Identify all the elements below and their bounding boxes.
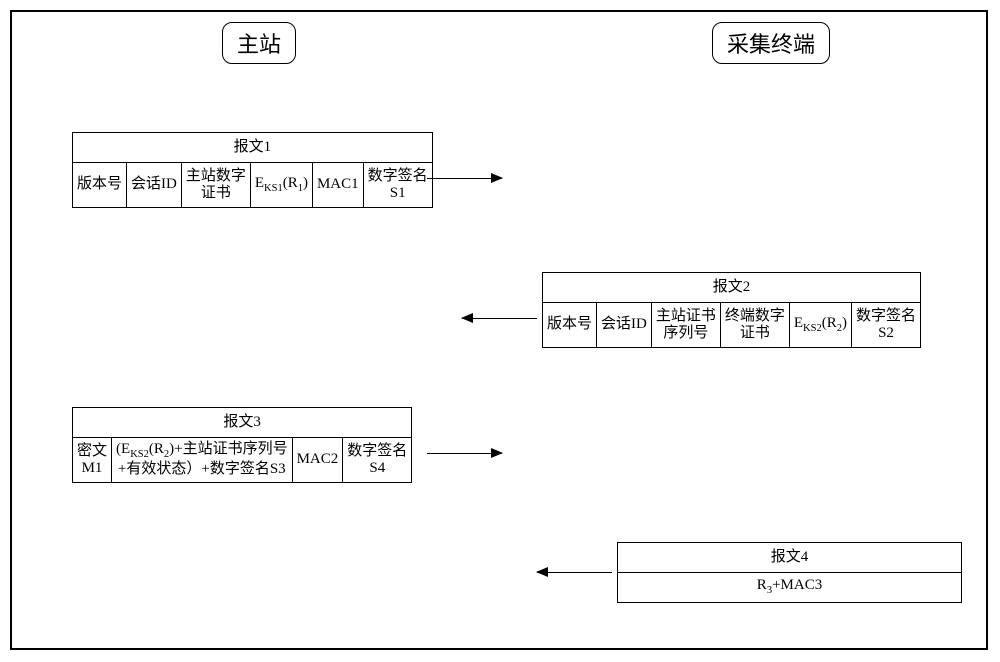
msg4-cell-body: R3+MAC3 [618,573,962,603]
endpoint-terminal: 采集终端 [712,22,830,64]
message-1-title: 报文1 [73,133,433,163]
message-4-title: 报文4 [618,543,962,573]
msg3-cell-body: (EKS2(R2)+主站证书序列号+有效状态）+数字签名S3 [112,438,293,483]
msg2-cell-session: 会话ID [597,303,652,348]
msg3-cell-sig: 数字签名S4 [343,438,412,483]
endpoint-master-label: 主站 [237,32,281,57]
arrow-4 [537,572,612,573]
msg1-cell-cert: 主站数字证书 [181,163,250,208]
arrow-1 [427,178,502,179]
message-3-table: 报文3 密文M1 (EKS2(R2)+主站证书序列号+有效状态）+数字签名S3 … [72,407,412,483]
message-2-title: 报文2 [543,273,921,303]
diagram-frame: 主站 采集终端 报文1 版本号 会话ID 主站数字证书 EKS1(R1) MAC… [10,10,988,650]
msg2-cell-termcert: 终端数字证书 [720,303,789,348]
message-2-table: 报文2 版本号 会话ID 主站证书序列号 终端数字证书 EKS2(R2) 数字签… [542,272,921,348]
msg1-cell-version: 版本号 [73,163,127,208]
msg1-cell-eks1: EKS1(R1) [250,163,312,208]
msg3-cell-cipher: 密文M1 [73,438,112,483]
message-3-title: 报文3 [73,408,412,438]
arrow-2 [462,318,537,319]
msg2-cell-eks2: EKS2(R2) [789,303,851,348]
msg2-cell-version: 版本号 [543,303,597,348]
endpoint-terminal-label: 采集终端 [727,32,815,57]
msg1-cell-session: 会话ID [127,163,182,208]
msg1-cell-mac1: MAC1 [312,163,363,208]
msg2-cell-certserial: 主站证书序列号 [651,303,720,348]
msg2-cell-sig: 数字签名S2 [851,303,920,348]
msg1-cell-sig: 数字签名S1 [363,163,432,208]
msg3-cell-mac2: MAC2 [292,438,343,483]
message-4-table: 报文4 R3+MAC3 [617,542,962,603]
endpoint-master: 主站 [222,22,296,64]
arrow-3 [427,453,502,454]
message-1-table: 报文1 版本号 会话ID 主站数字证书 EKS1(R1) MAC1 数字签名S1 [72,132,433,208]
